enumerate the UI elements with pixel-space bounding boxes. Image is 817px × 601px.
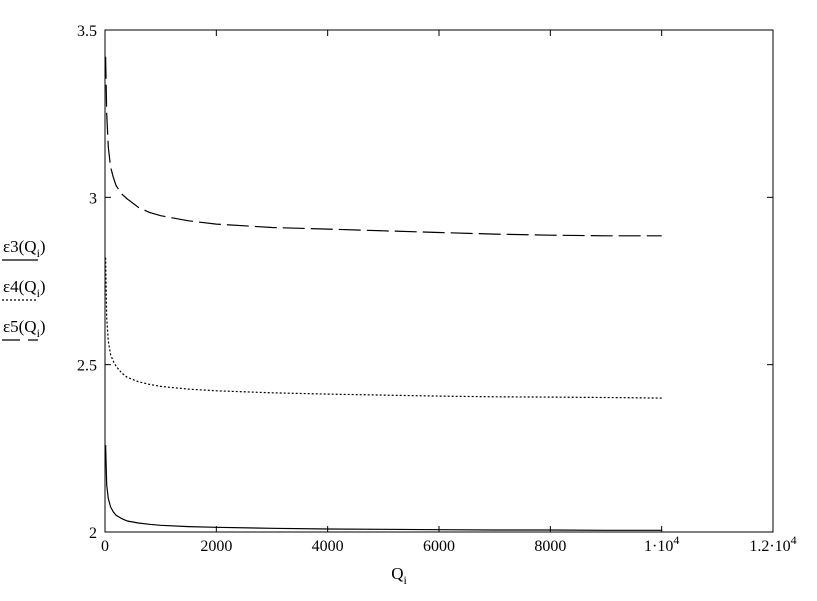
plot-area [104, 29, 774, 533]
legend-label-subscript: i [37, 326, 41, 340]
series-line-5 [105, 56, 662, 237]
legend-label: ε5(Qi) [3, 317, 46, 340]
x-tick-label-exponent: 4 [791, 533, 797, 547]
x-tick-label-base: 8000 [534, 538, 566, 555]
legend-label-main: ε5(Q [3, 317, 37, 336]
x-tick-label-base: 4000 [312, 538, 344, 555]
legend-label-tail: ) [40, 237, 46, 256]
series-line-3 [105, 444, 662, 531]
x-tick-label-base: 1·10 [644, 538, 673, 555]
x-tick-label-base: 6000 [423, 538, 455, 555]
x-tick-label-base: 1.2·10 [749, 538, 790, 555]
series-layer [105, 56, 662, 531]
y-tick-label: 3 [89, 190, 97, 207]
legend-label-main: ε4(Q [3, 277, 37, 296]
legend-label-subscript: i [37, 246, 41, 260]
legend: ε3(Qi)ε4(Qi)ε5(Qi) [2, 237, 46, 341]
x-tick-label-exponent: 4 [673, 533, 679, 547]
x-axis-title: Qi [391, 564, 407, 587]
legend-label-subscript: i [37, 286, 41, 300]
legend-label-tail: ) [40, 317, 46, 336]
x-tick-label: 2000 [200, 538, 232, 555]
x-axis-title-subscript: i [403, 573, 407, 587]
x-tick-label: 4000 [312, 538, 344, 555]
x-tick-label: 1·104 [644, 533, 679, 555]
x-tick-label: 1.2·104 [749, 533, 796, 555]
plot-frame [104, 29, 774, 533]
series-line-4 [105, 257, 662, 399]
y-tick-label: 2.5 [77, 358, 97, 375]
x-axis-title-main: Q [391, 564, 403, 583]
y-tick-label: 2 [89, 525, 97, 542]
legend-label: ε4(Qi) [3, 277, 46, 300]
y-tick-label: 3.5 [77, 23, 97, 40]
x-tick-label: 8000 [534, 538, 566, 555]
x-tick-label-base: 0 [101, 538, 109, 555]
x-tick-label: 0 [101, 538, 109, 555]
legend-label-tail: ) [40, 277, 46, 296]
legend-label: ε3(Qi) [3, 237, 46, 260]
legend-label-main: ε3(Q [3, 237, 37, 256]
x-tick-label-base: 2000 [200, 538, 232, 555]
x-tick-label: 6000 [423, 538, 455, 555]
